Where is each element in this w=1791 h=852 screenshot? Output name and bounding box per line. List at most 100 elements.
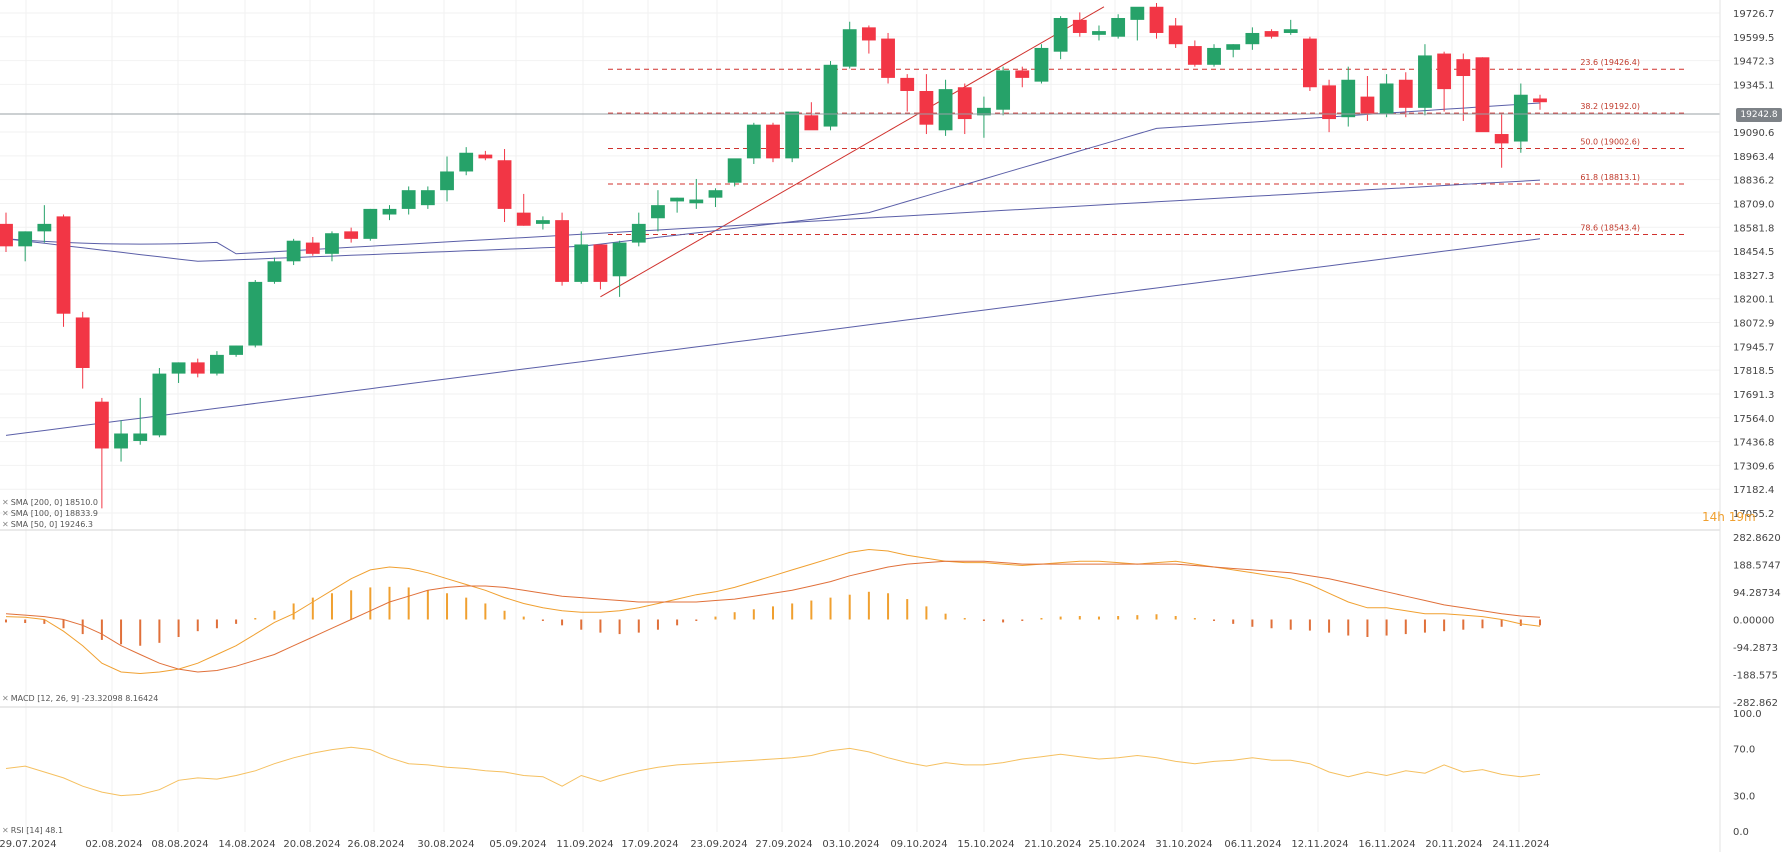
candle-body <box>286 240 301 262</box>
close-icon[interactable]: ✕ <box>2 826 9 835</box>
x-tick-label: 29.07.2024 <box>0 839 57 850</box>
x-tick-label: 11.09.2024 <box>556 839 613 850</box>
close-icon[interactable]: ✕ <box>2 498 9 507</box>
legend-label: SMA [100, 0] <box>10 509 63 518</box>
fib-level-label: 23.6 (19426.4) <box>1580 58 1640 67</box>
candle-body <box>133 433 148 441</box>
candle-body <box>1015 70 1030 78</box>
legend-sma-100[interactable]: ✕ SMA [100, 0] 18833.9 <box>2 509 98 518</box>
legend-label: SMA [200, 0] <box>10 498 63 507</box>
rsi-panel <box>5 746 1541 797</box>
x-tick-label: 09.10.2024 <box>890 839 947 850</box>
y-tick-label: 18072.9 <box>1733 319 1774 330</box>
rsi-y-tick-label: 70.0 <box>1733 744 1755 755</box>
candle-body <box>37 223 52 232</box>
macd-y-tick-label: 0.00000 <box>1733 616 1774 627</box>
candle-body <box>1111 17 1126 37</box>
x-tick-label: 27.09.2024 <box>755 839 812 850</box>
candle-body <box>516 212 531 226</box>
close-icon[interactable]: ✕ <box>2 694 9 703</box>
candle-body <box>363 208 378 239</box>
candle-body <box>996 70 1011 110</box>
x-tick-label: 23.09.2024 <box>690 839 747 850</box>
candle-body <box>114 433 128 449</box>
x-tick-label: 16.11.2024 <box>1358 839 1415 850</box>
candle-body <box>746 124 761 159</box>
candle-body <box>1149 6 1164 33</box>
candle-body <box>497 160 512 209</box>
trend-line <box>600 6 1105 298</box>
grid-lines <box>0 0 1720 832</box>
candle-body <box>766 124 780 159</box>
countdown-timer: 14h 19m <box>1702 510 1756 524</box>
x-tick-label: 08.08.2024 <box>151 839 208 850</box>
candle-body <box>267 261 282 282</box>
candle-body <box>631 223 646 243</box>
y-tick-label: 17818.5 <box>1733 366 1774 377</box>
legend-rsi[interactable]: ✕ RSI [14] 48.1 <box>2 826 63 835</box>
candle-body <box>1475 57 1490 133</box>
candle-body <box>152 373 167 436</box>
candle-body <box>305 242 320 254</box>
close-icon[interactable]: ✕ <box>2 509 9 518</box>
x-tick-label: 21.10.2024 <box>1024 839 1081 850</box>
candle-body <box>900 77 915 91</box>
candle-body <box>1398 79 1413 108</box>
x-tick-label: 26.08.2024 <box>347 839 404 850</box>
x-tick-label: 15.10.2024 <box>957 839 1014 850</box>
candle-body <box>1494 134 1509 144</box>
x-tick-label: 12.11.2024 <box>1291 839 1348 850</box>
rsi-y-tick-label: 100.0 <box>1733 709 1762 720</box>
candle-body <box>1034 47 1049 82</box>
y-tick-label: 17309.6 <box>1733 461 1774 472</box>
macd-y-tick-label: 282.8620 <box>1733 533 1781 544</box>
legend-macd[interactable]: ✕ MACD [12, 26, 9] -23.32098 8.16424 <box>2 694 158 703</box>
candle-body <box>670 197 685 202</box>
fibonacci-levels: 23.6 (19426.4) 38.2 (19192.0) 50.0 (19002.… <box>608 58 1685 235</box>
candle-body <box>1072 19 1087 33</box>
candle-body <box>785 111 800 159</box>
axes: 29.07.2024 02.08.2024 08.08.2024 14.08.2024… <box>0 9 1781 850</box>
close-icon[interactable]: ✕ <box>2 520 9 529</box>
legend-sma-50[interactable]: ✕ SMA [50, 0] 19246.3 <box>2 520 93 529</box>
x-tick-label: 05.09.2024 <box>489 839 546 850</box>
candle-body <box>1245 32 1260 45</box>
macd-y-tick-label: 94.28734 <box>1733 588 1781 599</box>
macd-y-tick-label: 188.5747 <box>1733 561 1781 572</box>
y-tick-label: 17436.8 <box>1733 438 1774 449</box>
macd-y-tick-label: -94.2873 <box>1733 643 1778 654</box>
fib-level-label: 61.8 (18813.1) <box>1580 173 1640 182</box>
x-tick-label: 02.08.2024 <box>85 839 142 850</box>
rsi-y-tick-label: 30.0 <box>1733 792 1755 803</box>
legend-value: 19246.3 <box>59 520 93 529</box>
candle-body <box>1302 38 1317 88</box>
y-tick-label: 19726.7 <box>1733 9 1774 20</box>
y-tick-label: 18836.2 <box>1733 176 1774 187</box>
candle-body <box>56 216 71 314</box>
y-tick-label: 19472.3 <box>1733 57 1774 68</box>
macd-panel <box>5 548 1541 675</box>
x-tick-label: 20.11.2024 <box>1425 839 1482 850</box>
trend-line-segment <box>600 6 1105 298</box>
candle-body <box>535 220 550 224</box>
y-tick-label: 17945.7 <box>1733 342 1774 353</box>
y-tick-label: 18581.8 <box>1733 223 1774 234</box>
candle-body <box>478 154 493 159</box>
candle-body <box>1513 94 1528 142</box>
sma-50-line <box>5 102 1541 262</box>
candle-body <box>919 90 934 125</box>
legend-value: 8.16424 <box>125 694 159 703</box>
legend-sma-200[interactable]: ✕ SMA [200, 0] 18510.0 <box>2 498 98 507</box>
candle-body <box>401 190 416 209</box>
candle-body <box>1092 31 1106 35</box>
candle-body <box>382 208 397 215</box>
macd-y-tick-label: -282.862 <box>1733 698 1778 709</box>
candle-body <box>957 87 972 120</box>
y-tick-label: 18454.5 <box>1733 247 1774 258</box>
candle-body <box>1418 55 1432 108</box>
macd-signal-line <box>5 560 1541 673</box>
candle-body <box>75 317 90 368</box>
legend-value: 18510.0 <box>64 498 99 507</box>
candle-body <box>555 220 569 282</box>
